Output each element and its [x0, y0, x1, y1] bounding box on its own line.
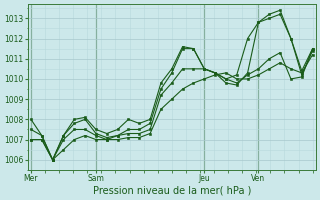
X-axis label: Pression niveau de la mer( hPa ): Pression niveau de la mer( hPa ) — [92, 186, 251, 196]
